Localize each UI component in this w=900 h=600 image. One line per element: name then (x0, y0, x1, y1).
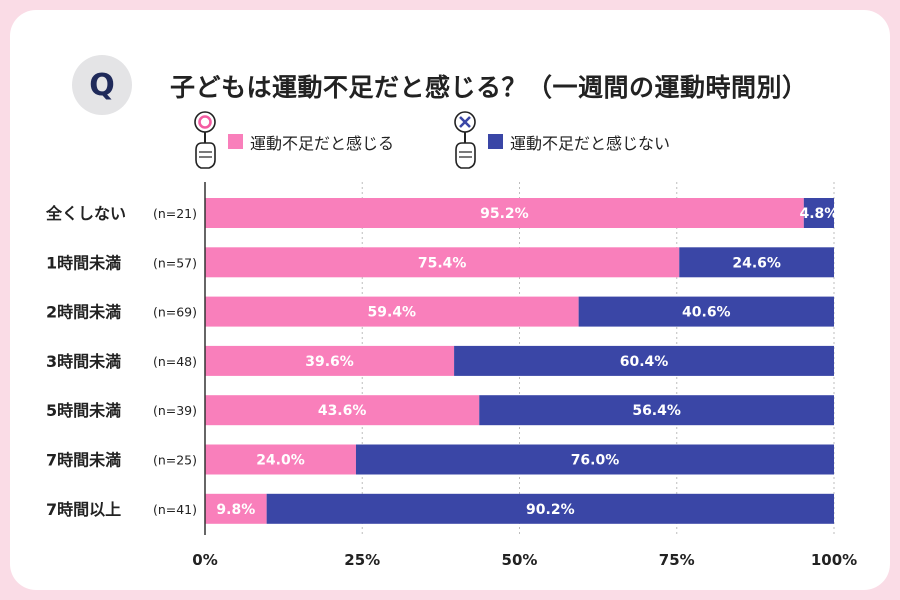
category-label: 全くしない (45, 204, 126, 223)
data-label: 75.4% (418, 255, 467, 271)
category-label: 1時間未満 (46, 253, 121, 272)
data-label: 39.6% (305, 354, 354, 370)
bar-segment (205, 493, 267, 524)
sample-size-label: (n=25) (153, 453, 197, 468)
data-label: 24.0% (256, 453, 305, 469)
data-label: 76.0% (571, 453, 620, 469)
question-badge: Q (72, 55, 132, 115)
sample-size-label: (n=21) (153, 206, 197, 221)
sample-size-label: (n=69) (153, 305, 197, 320)
x-tick-label: 50% (502, 551, 538, 569)
bar-segment (479, 395, 834, 426)
data-label: 56.4% (632, 403, 681, 419)
legend-label: 運動不足だと感じない (510, 134, 671, 153)
sample-size-label: (n=48) (153, 354, 197, 369)
bar-segment (205, 345, 455, 376)
circle-sign-icon (194, 111, 216, 169)
data-label: 9.8% (216, 502, 255, 518)
category-label: 5時間未満 (46, 401, 121, 420)
bar-segment (454, 345, 834, 376)
legend-label: 運動不足だと感じる (250, 134, 395, 153)
bar-segment (679, 247, 834, 278)
chart-title: 子どもは運動不足だと感じる？（一週間の運動時間別） (170, 73, 808, 102)
x-tick-label: 100% (811, 551, 857, 569)
question-badge-label: Q (89, 67, 115, 103)
data-label: 43.6% (318, 403, 367, 419)
data-label: 4.8% (799, 206, 838, 222)
x-tick-label: 75% (659, 551, 695, 569)
data-label: 90.2% (526, 502, 575, 518)
bar-segment (205, 395, 480, 426)
category-label: 7時間以上 (46, 500, 121, 519)
bar-segment (205, 444, 356, 475)
sample-size-label: (n=39) (153, 403, 197, 418)
category-label: 7時間未満 (46, 451, 121, 470)
legend-swatch-pink (228, 134, 243, 149)
bar-segment (578, 296, 834, 327)
category-label: 2時間未満 (46, 303, 121, 322)
category-label: 3時間未満 (46, 352, 121, 371)
bar-segment (355, 444, 834, 475)
sample-size-label: (n=41) (153, 502, 197, 517)
bar-segment (205, 296, 579, 327)
x-tick-label: 0% (192, 551, 217, 569)
sample-size-label: (n=57) (153, 255, 197, 270)
bar-segment (205, 247, 680, 278)
data-label: 40.6% (682, 305, 731, 321)
legend-swatch-navy (488, 134, 503, 149)
x-tick-label: 25% (344, 551, 380, 569)
bar-segment (803, 198, 834, 228)
cross-sign-icon (454, 111, 476, 169)
bar-segment (205, 198, 804, 228)
data-label: 60.4% (620, 354, 669, 370)
data-label: 24.6% (732, 255, 781, 271)
bar-segment (266, 493, 835, 524)
data-label: 59.4% (368, 305, 417, 321)
data-label: 95.2% (480, 206, 529, 222)
